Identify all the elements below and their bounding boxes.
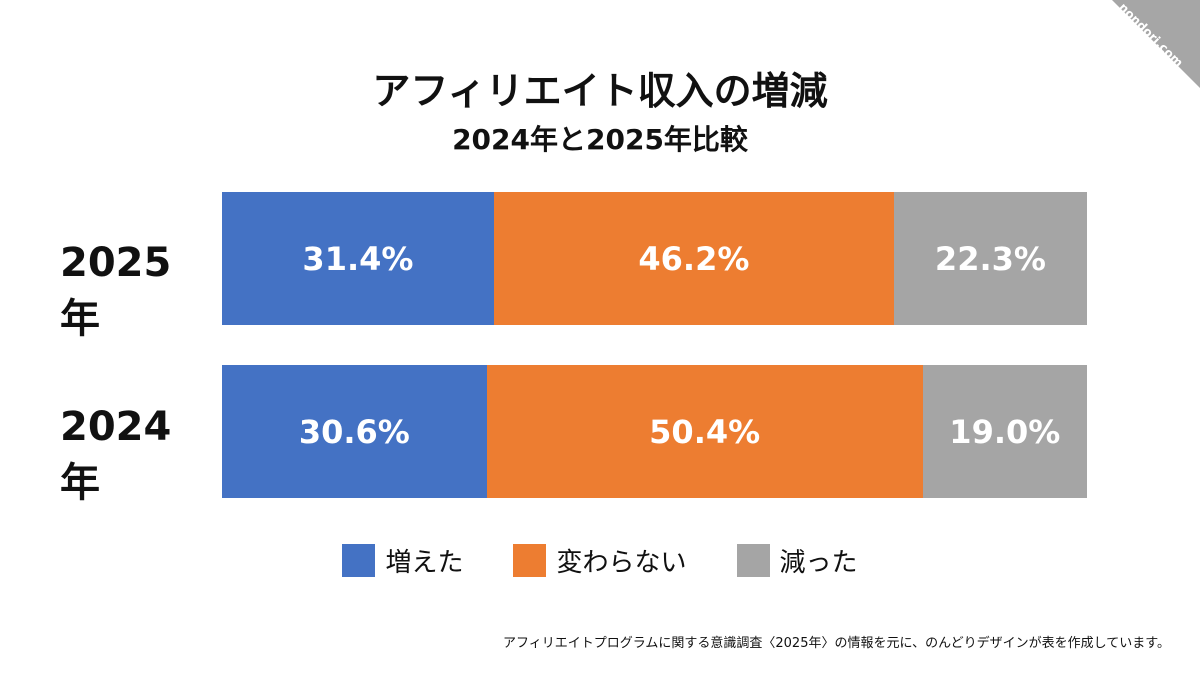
- bar-segment: 50.4%: [486, 365, 923, 498]
- legend-item-decreased: 減った: [736, 542, 858, 579]
- footnote: アフィリエイトプログラムに関する意識調査〈2025年〉の情報を元に、のんどりデザ…: [503, 636, 1170, 651]
- bar-segment: 19.0%: [922, 365, 1087, 498]
- category-label-2025: 2025年: [60, 240, 172, 342]
- bar-segment: 31.4%: [222, 192, 494, 325]
- bar-segment: 30.6%: [222, 365, 487, 498]
- bar-segment: 22.3%: [893, 192, 1087, 325]
- legend-label: 減った: [779, 548, 858, 578]
- legend: 増えた 変わらない 減った: [0, 542, 1200, 579]
- legend-item-increased: 増えた: [342, 542, 463, 579]
- watermark-corner: [1112, 0, 1200, 88]
- bar-2024: 30.6% 50.4% 19.0%: [222, 365, 1087, 498]
- data-label: 50.4%: [649, 412, 761, 451]
- legend-swatch: [513, 544, 547, 577]
- legend-label: 増えた: [385, 548, 464, 578]
- legend-swatch: [736, 544, 770, 577]
- legend-label: 変わらない: [556, 548, 687, 578]
- chart-title: アフィリエイト収入の増減: [372, 69, 828, 113]
- data-label: 31.4%: [302, 239, 414, 278]
- legend-item-unchanged: 変わらない: [513, 542, 687, 579]
- category-label-2024: 2024年: [60, 404, 172, 506]
- data-label: 19.0%: [949, 412, 1061, 451]
- data-label: 30.6%: [298, 412, 410, 451]
- data-label: 46.2%: [638, 239, 750, 278]
- bar-segment: 46.2%: [493, 192, 894, 325]
- chart-subtitle: 2024年と2025年比較: [452, 123, 748, 156]
- bar-2025: 31.4% 46.2% 22.3%: [222, 192, 1087, 325]
- data-label: 22.3%: [934, 239, 1046, 278]
- legend-swatch: [342, 544, 376, 577]
